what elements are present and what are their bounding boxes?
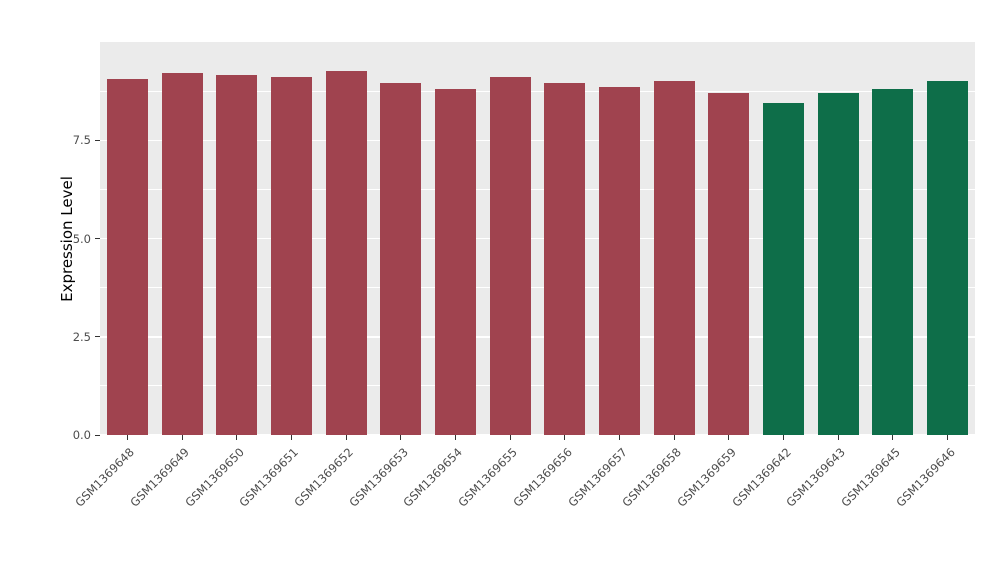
major-gridline — [100, 434, 975, 436]
x-tick-mark — [947, 435, 949, 440]
x-tick-mark — [236, 435, 238, 440]
y-tick-mark — [95, 434, 100, 436]
x-tick-mark — [673, 435, 675, 440]
y-tick-label: 5.0 — [72, 231, 91, 246]
bar — [817, 93, 859, 435]
bar — [489, 77, 531, 435]
minor-gridline — [100, 287, 975, 289]
bar — [927, 81, 969, 435]
y-tick-label: 0.0 — [72, 428, 91, 442]
bar — [434, 89, 476, 435]
minor-gridline — [100, 385, 975, 387]
y-tick-mark — [95, 139, 100, 141]
x-tick-mark — [400, 435, 402, 440]
x-tick-mark — [509, 435, 511, 440]
x-tick-mark — [290, 435, 292, 440]
bar — [872, 89, 914, 435]
bar — [653, 81, 695, 435]
bar — [763, 102, 805, 435]
x-tick-mark — [837, 435, 839, 440]
x-tick-mark — [345, 435, 347, 440]
minor-gridline — [100, 188, 975, 190]
y-tick-label: 7.5 — [72, 133, 91, 148]
y-tick-label: 2.5 — [72, 329, 91, 344]
x-tick-mark — [783, 435, 785, 440]
bar — [544, 83, 586, 435]
x-tick-mark — [564, 435, 566, 440]
minor-gridline — [100, 90, 975, 92]
bar — [161, 73, 203, 435]
bar — [380, 83, 422, 435]
bar — [599, 87, 641, 435]
x-tick-mark — [181, 435, 183, 440]
major-gridline — [100, 139, 975, 141]
bar — [270, 77, 312, 435]
y-tick-mark — [95, 238, 100, 239]
bar — [325, 71, 367, 435]
x-tick-mark — [728, 435, 730, 440]
y-tick-mark — [95, 336, 100, 338]
bar — [106, 79, 148, 435]
bar — [708, 93, 750, 435]
x-tick-mark — [454, 435, 456, 440]
x-tick-mark — [619, 435, 621, 440]
x-tick-mark — [126, 435, 128, 440]
bar — [216, 75, 258, 435]
major-gridline — [100, 336, 975, 338]
major-gridline — [100, 237, 975, 240]
x-tick-mark — [892, 435, 894, 440]
